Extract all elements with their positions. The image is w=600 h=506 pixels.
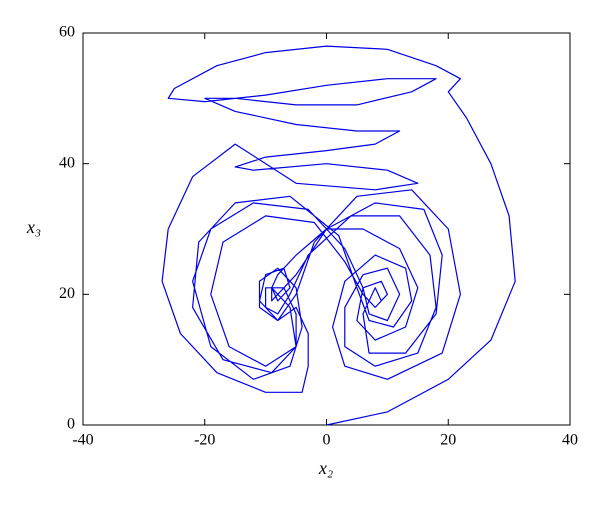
y-axis-title: x₃ <box>26 217 41 237</box>
y-tick-label: 20 <box>59 285 75 302</box>
x-tick-label: -20 <box>194 432 215 449</box>
trajectory-line <box>161 45 516 426</box>
x-tick-label: -40 <box>72 432 93 449</box>
x-tick-label: 20 <box>440 432 456 449</box>
x-tick-label: 0 <box>323 432 331 449</box>
x-axis-title: x₂ <box>318 458 333 478</box>
x-tick-label: 40 <box>562 432 578 449</box>
y-tick-label: 0 <box>67 416 75 433</box>
y-tick-label: 40 <box>59 154 75 171</box>
y-tick-label: 60 <box>59 24 75 41</box>
